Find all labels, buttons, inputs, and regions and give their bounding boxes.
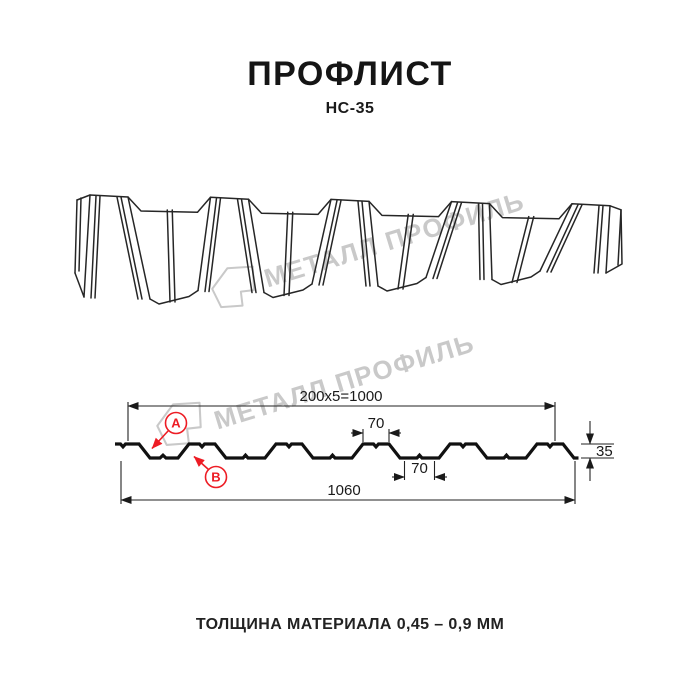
- page-title: ПРОФЛИСТ: [247, 55, 453, 93]
- callout-b-arrow: [193, 455, 210, 471]
- dim-height-label: 35: [596, 443, 613, 460]
- callout-a-arrow: [151, 429, 170, 450]
- dim-valley-width-label: 70: [411, 460, 428, 477]
- dim-top-width-label: 200x5=1000: [300, 388, 383, 405]
- profile-cross-section: [115, 442, 579, 460]
- callout-a-label: A: [171, 416, 181, 431]
- callout-b-label: B: [211, 470, 220, 485]
- callouts: A B: [151, 411, 228, 489]
- callout-a-circle: [164, 411, 188, 435]
- profile-3d-view: [74, 194, 623, 305]
- dim-crest-width-label: 70: [368, 415, 385, 432]
- callout-b-circle: [204, 465, 228, 489]
- dimensions: 200x5=1000 70 70 35 1060: [120, 388, 614, 504]
- profile-code: НС-35: [325, 100, 375, 117]
- thickness-note: ТОЛЩИНА МАТЕРИАЛА 0,45 – 0,9 ММ: [195, 616, 505, 633]
- metal-profile-logo-icon: [211, 265, 255, 309]
- cross-section-profile-line: [115, 442, 579, 460]
- dim-total-width-label: 1060: [327, 482, 360, 499]
